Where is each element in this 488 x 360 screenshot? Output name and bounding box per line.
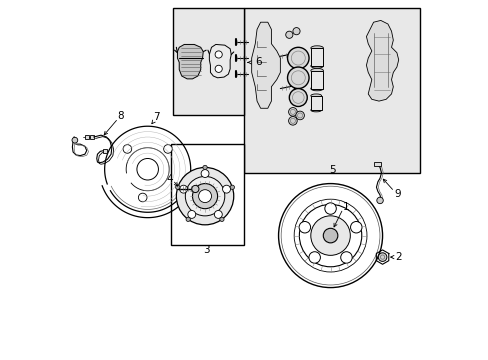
Circle shape bbox=[123, 145, 131, 153]
Polygon shape bbox=[209, 44, 231, 78]
Bar bbox=[310, 96, 321, 110]
Text: 7: 7 bbox=[153, 112, 160, 122]
Circle shape bbox=[185, 217, 190, 221]
Circle shape bbox=[288, 117, 297, 125]
Bar bbox=[244, 8, 419, 173]
Circle shape bbox=[288, 108, 297, 116]
Circle shape bbox=[222, 185, 230, 193]
Circle shape bbox=[72, 137, 78, 143]
Circle shape bbox=[201, 170, 208, 177]
Text: 3: 3 bbox=[203, 245, 210, 255]
Circle shape bbox=[219, 217, 224, 221]
Circle shape bbox=[192, 184, 217, 209]
Polygon shape bbox=[251, 22, 280, 108]
Circle shape bbox=[295, 111, 304, 120]
Polygon shape bbox=[177, 44, 203, 79]
Circle shape bbox=[310, 216, 349, 255]
Text: 9: 9 bbox=[394, 189, 401, 199]
Circle shape bbox=[378, 253, 386, 261]
Circle shape bbox=[308, 252, 320, 263]
Text: 8: 8 bbox=[117, 111, 124, 121]
Text: 1: 1 bbox=[342, 202, 348, 212]
Text: 6: 6 bbox=[255, 57, 262, 67]
Circle shape bbox=[179, 185, 187, 193]
Circle shape bbox=[185, 176, 224, 216]
Circle shape bbox=[137, 158, 158, 180]
Ellipse shape bbox=[310, 86, 323, 91]
Bar bbox=[172, 8, 244, 116]
Circle shape bbox=[285, 31, 292, 39]
Circle shape bbox=[287, 47, 308, 69]
Circle shape bbox=[191, 185, 199, 193]
Circle shape bbox=[230, 185, 234, 189]
Circle shape bbox=[175, 185, 180, 189]
Bar bbox=[310, 48, 323, 66]
Text: 2: 2 bbox=[395, 252, 401, 262]
Circle shape bbox=[163, 145, 172, 153]
Circle shape bbox=[198, 190, 211, 203]
Circle shape bbox=[215, 65, 222, 72]
Ellipse shape bbox=[310, 46, 323, 50]
Ellipse shape bbox=[310, 68, 323, 73]
Bar bbox=[102, 149, 107, 153]
Circle shape bbox=[324, 203, 336, 214]
Circle shape bbox=[292, 28, 300, 35]
Ellipse shape bbox=[310, 108, 321, 112]
Circle shape bbox=[203, 165, 207, 170]
Circle shape bbox=[187, 211, 195, 219]
Ellipse shape bbox=[310, 64, 323, 68]
Bar bbox=[85, 135, 89, 139]
Bar bbox=[171, 144, 244, 244]
Circle shape bbox=[214, 211, 222, 219]
Circle shape bbox=[138, 193, 147, 202]
Circle shape bbox=[376, 197, 383, 204]
Text: 4: 4 bbox=[166, 174, 173, 184]
Circle shape bbox=[340, 252, 351, 263]
Circle shape bbox=[176, 167, 233, 225]
Circle shape bbox=[350, 221, 361, 233]
Circle shape bbox=[323, 228, 337, 243]
Circle shape bbox=[299, 221, 310, 233]
Ellipse shape bbox=[310, 94, 321, 98]
Circle shape bbox=[215, 51, 222, 58]
Polygon shape bbox=[366, 21, 398, 101]
Circle shape bbox=[289, 89, 306, 107]
Circle shape bbox=[287, 67, 308, 89]
Bar bbox=[373, 162, 380, 166]
Bar bbox=[310, 71, 323, 89]
Bar bbox=[90, 135, 94, 139]
Text: 5: 5 bbox=[328, 165, 335, 175]
